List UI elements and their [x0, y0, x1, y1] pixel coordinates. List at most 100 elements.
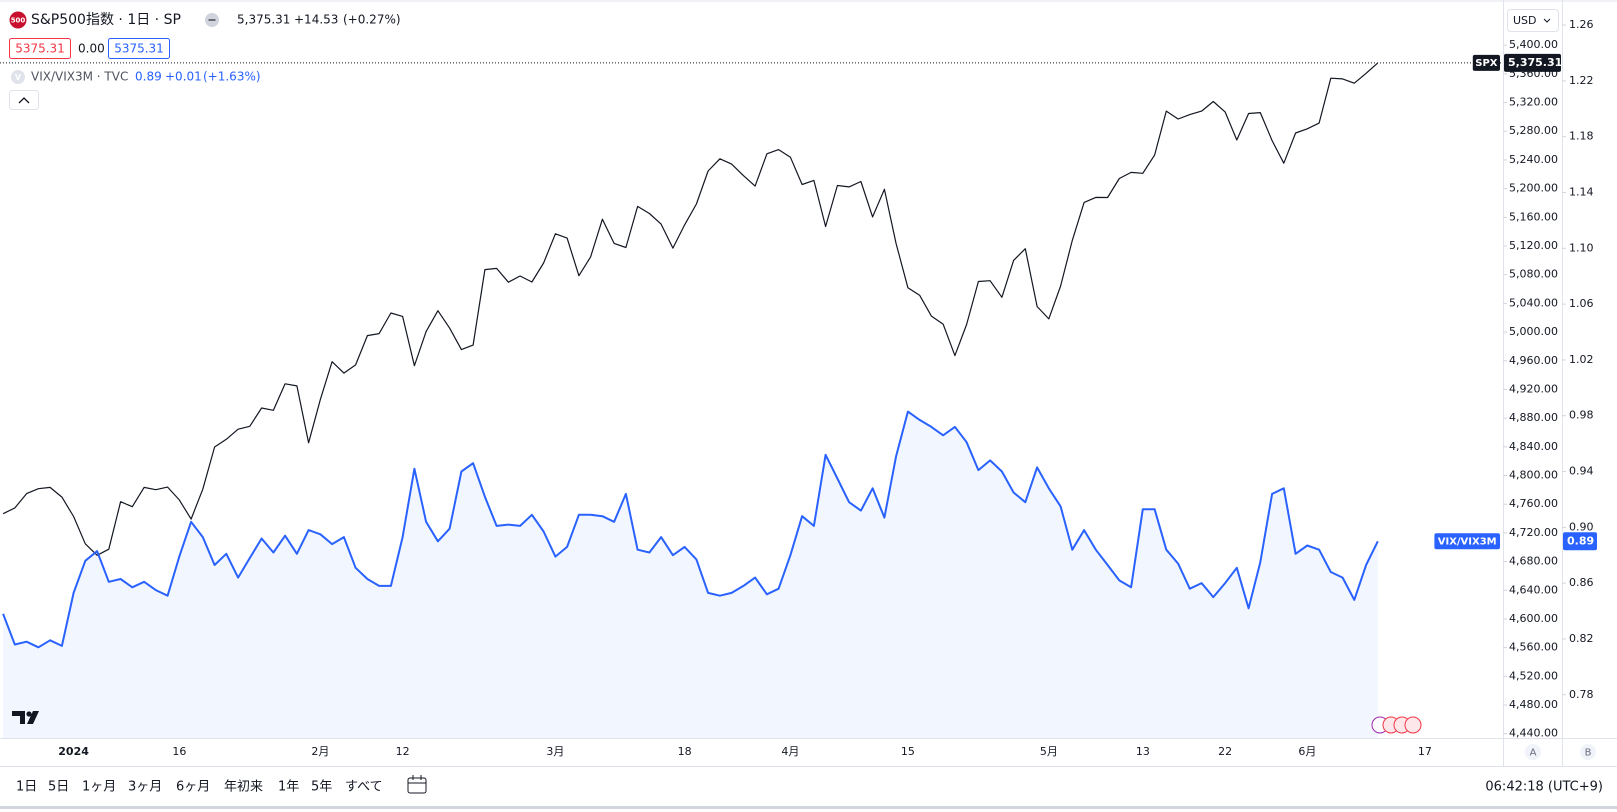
- series-name-box: [1434, 533, 1500, 550]
- x-tick-label: 12: [396, 745, 410, 758]
- overlay-change-pct: (+1.63%): [203, 70, 261, 84]
- y2-tick-label: 0.98: [1569, 409, 1594, 422]
- clock[interactable]: 06:42:18 (UTC+9): [1485, 780, 1603, 795]
- event-icon[interactable]: [1404, 716, 1422, 734]
- y2-tick-label: 0.94: [1569, 465, 1594, 478]
- y-tick-label: 4,920.00: [1509, 382, 1558, 395]
- y-tick-label: 4,840.00: [1509, 440, 1558, 453]
- overlay-icon: [11, 70, 25, 84]
- series-name: VIX/VIX3M: [1438, 536, 1497, 547]
- y-tick-label: 4,480.00: [1509, 698, 1558, 711]
- y-tick-label: 4,440.00: [1509, 727, 1558, 740]
- y-tick-label: 5,320.00: [1509, 96, 1558, 109]
- change-pct: (+0.27%): [343, 13, 401, 27]
- scale-label: B: [1585, 748, 1592, 759]
- toolbar: 06:42:18 (UTC+9) 1日 5日 1ヶ月 3ヶ月 6ヶ月 年初来 1年 5年 すべて: [16, 775, 1603, 795]
- area: [3, 411, 1378, 738]
- overlay-icon-text: V: [15, 73, 22, 82]
- y-tick-label: 4,880.00: [1509, 411, 1558, 424]
- collapse-button[interactable]: [9, 90, 39, 110]
- x-tick-label: 5月: [1040, 745, 1058, 758]
- y-tick-label: 4,760.00: [1509, 497, 1558, 510]
- y2-tick-label: 1.06: [1569, 297, 1594, 310]
- y-tick-label: 5,040.00: [1509, 296, 1558, 309]
- overlay-symbol[interactable]: VIX/VIX3M · TVC: [31, 70, 128, 84]
- overlay-price: 0.89: [135, 70, 162, 84]
- currency-select[interactable]: [1507, 9, 1559, 32]
- dropdown-icon: [1543, 18, 1551, 23]
- range-button[interactable]: 1ヶ月: [82, 780, 116, 795]
- range-button[interactable]: 3ヶ月: [128, 780, 162, 795]
- y2-tick-label: 1.26: [1569, 18, 1594, 31]
- y-tick-label: 5,160.00: [1509, 210, 1558, 223]
- range-button[interactable]: 5日: [48, 780, 69, 795]
- change: +14.53: [294, 13, 338, 27]
- range-button[interactable]: 5年: [311, 780, 332, 795]
- x-tick-label: 3月: [546, 745, 564, 758]
- range-button[interactable]: 6ヶ月: [176, 780, 210, 795]
- y2-tick-label: 0.78: [1569, 688, 1594, 701]
- x-tick-label: 17: [1418, 745, 1432, 758]
- range-button[interactable]: 年初来: [224, 780, 263, 795]
- last-value-label: 5,375.31: [1508, 56, 1562, 69]
- plot: [0, 62, 1503, 738]
- currency: USD: [1513, 14, 1537, 27]
- x-tick-label: 22: [1218, 745, 1232, 758]
- x-tick-label: 16: [172, 745, 186, 758]
- logo-shape: [12, 711, 25, 724]
- goto-date-icon: [408, 775, 426, 784]
- y-tick-label: 4,960.00: [1509, 354, 1558, 367]
- scale-button[interactable]: [1580, 744, 1596, 760]
- bid: 5375.31: [15, 42, 65, 56]
- y-tick-label: 4,640.00: [1509, 583, 1558, 596]
- series-name: SPX: [1475, 58, 1498, 69]
- logo-text: 500: [11, 17, 26, 25]
- spread: 0.00: [78, 42, 105, 56]
- header: 500 S&P500指数 · 1日 · SP 5,375.31 +14.53 (…: [9, 11, 401, 110]
- x-tick-label: 15: [901, 745, 915, 758]
- y2-tick-label: 0.82: [1569, 632, 1594, 645]
- x-tick-label: 13: [1136, 745, 1150, 758]
- last-value-box: [1504, 53, 1561, 72]
- range-button[interactable]: 1年: [278, 780, 299, 795]
- logo-shape: [27, 711, 39, 724]
- y-tick-label: 4,800.00: [1509, 469, 1558, 482]
- symbol[interactable]: S&P500指数 · 1日 · SP: [31, 12, 181, 28]
- y2-tick-label: 1.10: [1569, 241, 1594, 254]
- logo-shape: [26, 711, 32, 717]
- y-tick-label: 5,400.00: [1509, 38, 1558, 51]
- y2-tick-label: 1.02: [1569, 353, 1594, 366]
- y-tick-label: 5,080.00: [1509, 268, 1558, 281]
- goto-date-icon[interactable]: [407, 777, 427, 794]
- hide-icon: [208, 19, 216, 21]
- y2-tick-label: 0.90: [1569, 520, 1594, 533]
- bid-box[interactable]: [9, 38, 71, 59]
- last-value-box: [1563, 532, 1597, 551]
- y-tick-label: 5,240.00: [1509, 153, 1558, 166]
- series-name-box: [1472, 54, 1500, 71]
- y-tick-label: 5,280.00: [1509, 124, 1558, 137]
- tv-logo: [12, 711, 39, 724]
- y-tick-label: 4,520.00: [1509, 669, 1558, 682]
- y-tick-label: 5,120.00: [1509, 239, 1558, 252]
- range-button[interactable]: すべて: [345, 780, 383, 795]
- y-tick-label: 4,600.00: [1509, 612, 1558, 625]
- range-button[interactable]: 1日: [16, 780, 37, 795]
- logo: [9, 11, 27, 29]
- collapse-icon: [18, 97, 30, 104]
- y2-tick-label: 1.14: [1569, 186, 1594, 199]
- scale-button[interactable]: [1525, 744, 1541, 760]
- axes: 4,440.00 4,480.00 4,520.00 4,560.00 4,600.00…: [58, 18, 1597, 758]
- last-value-label: 0.89: [1567, 534, 1594, 547]
- ask: 5375.31: [114, 42, 164, 56]
- ask-box[interactable]: [108, 38, 170, 59]
- y2-tick-label: 1.18: [1569, 130, 1594, 143]
- overlay-change: +0.01: [165, 70, 202, 84]
- line: [2, 62, 1379, 556]
- y-tick-label: 5,200.00: [1509, 182, 1558, 195]
- x-tick-label: 4月: [781, 745, 799, 758]
- y-tick-label: 4,560.00: [1509, 641, 1558, 654]
